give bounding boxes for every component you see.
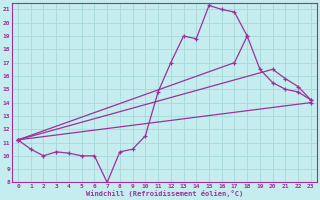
X-axis label: Windchill (Refroidissement éolien,°C): Windchill (Refroidissement éolien,°C) [86, 190, 243, 197]
